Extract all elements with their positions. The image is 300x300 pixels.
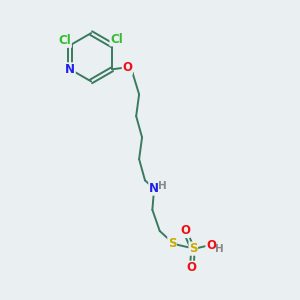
Text: O: O — [187, 261, 197, 274]
Text: O: O — [180, 224, 190, 238]
Text: S: S — [168, 237, 176, 250]
Text: H: H — [158, 181, 167, 190]
Text: Cl: Cl — [110, 33, 123, 46]
Text: N: N — [149, 182, 159, 195]
Text: O: O — [206, 239, 216, 252]
Text: S: S — [189, 242, 197, 255]
Text: O: O — [122, 61, 132, 74]
Text: N: N — [65, 63, 75, 76]
Text: Cl: Cl — [58, 34, 71, 47]
Text: H: H — [215, 244, 224, 254]
